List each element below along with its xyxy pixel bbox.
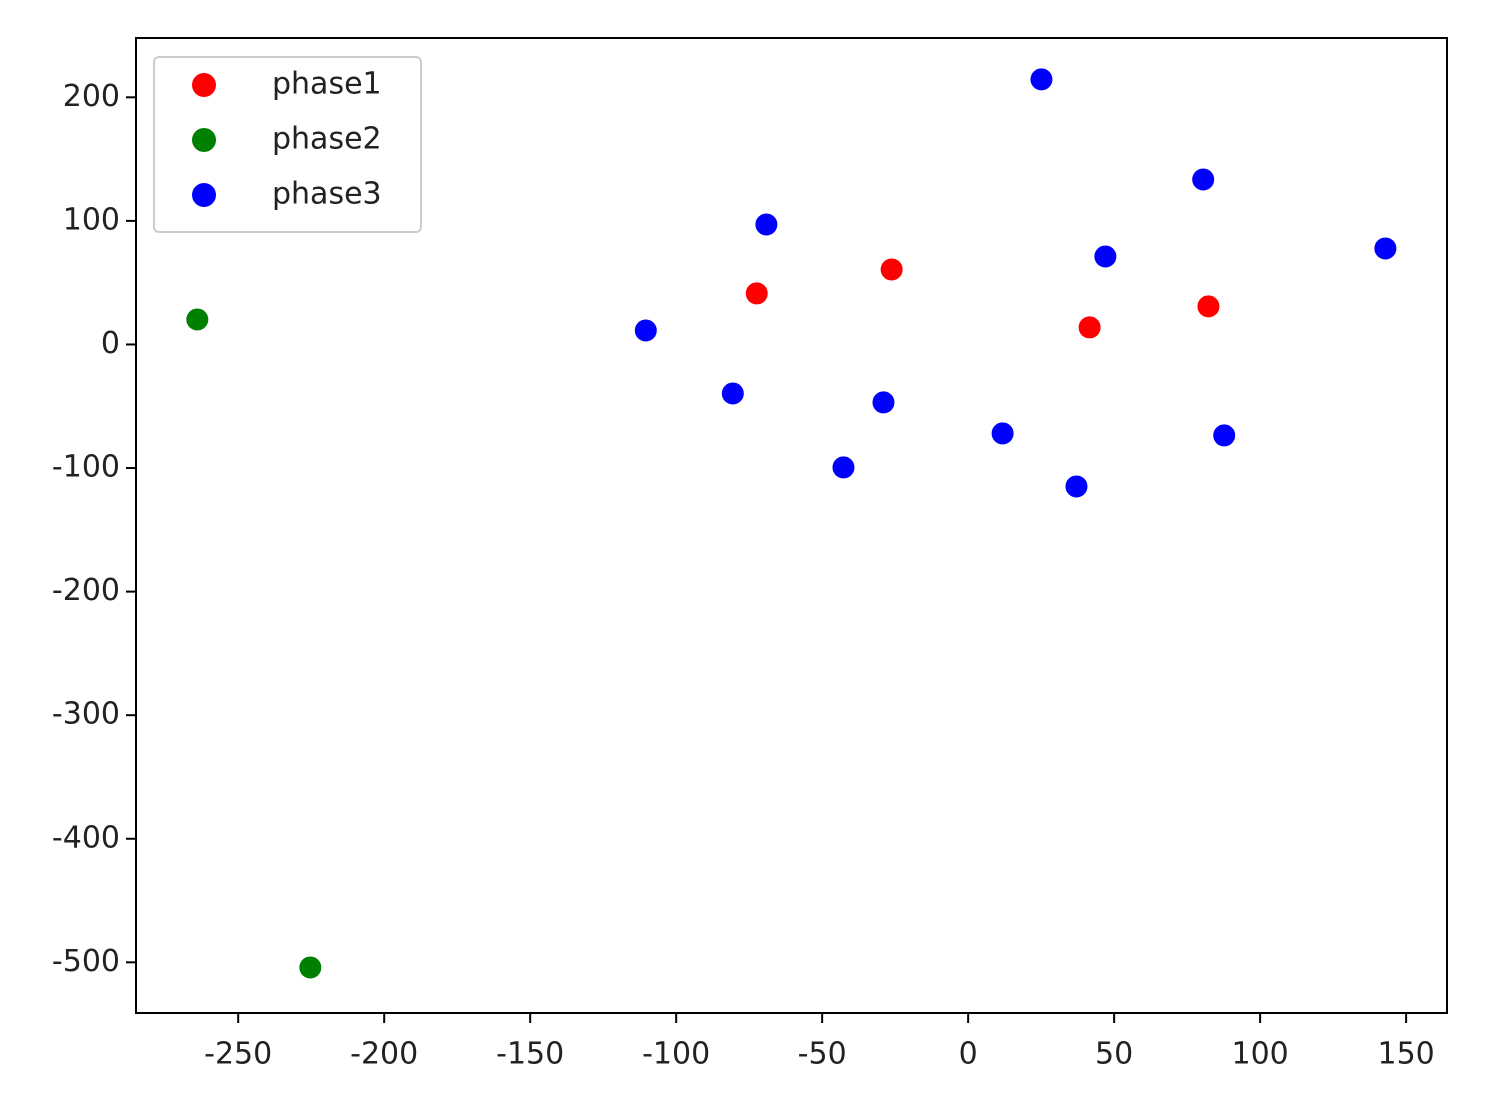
x-tick-label: -150 (496, 1037, 564, 1072)
point (297, 954, 324, 981)
x-tick-label: 100 (1231, 1037, 1288, 1072)
legend-marker (192, 73, 216, 97)
y-tick-label: 100 (63, 202, 120, 237)
point (1372, 235, 1399, 262)
x-tick-label: 150 (1377, 1037, 1434, 1072)
x-tick-label: -250 (204, 1037, 272, 1072)
point (989, 420, 1016, 447)
legend-label: phase2 (272, 122, 382, 157)
y-tick-label: -200 (52, 573, 120, 608)
y-tick-label: 200 (63, 79, 120, 114)
point (830, 454, 857, 481)
legend-label: phase3 (272, 177, 382, 212)
point (719, 380, 746, 407)
point (184, 306, 211, 333)
point (1076, 314, 1103, 341)
legend-box (153, 56, 422, 233)
point (1190, 166, 1217, 193)
x-tick-label: 0 (959, 1037, 978, 1072)
point (1195, 293, 1222, 320)
x-tick-label: -50 (798, 1037, 847, 1072)
legend-marker (192, 128, 216, 152)
point (1028, 66, 1055, 93)
plot-frame (135, 37, 1448, 1014)
x-tick-label: -100 (642, 1037, 710, 1072)
point (632, 317, 659, 344)
point (1092, 243, 1119, 270)
x-tick-label: -200 (350, 1037, 418, 1072)
point (1063, 473, 1090, 500)
y-tick-label: -400 (52, 820, 120, 855)
point (743, 280, 770, 307)
legend-marker (192, 183, 216, 207)
point (1211, 422, 1238, 449)
y-tick-label: -100 (52, 450, 120, 485)
x-tick-label: 50 (1095, 1037, 1133, 1072)
legend-label: phase1 (272, 67, 382, 102)
point (753, 211, 780, 238)
y-tick-label: -500 (52, 944, 120, 979)
point (878, 256, 905, 283)
y-tick-label: -300 (52, 697, 120, 732)
point (870, 389, 897, 416)
y-tick-label: 0 (101, 326, 120, 361)
